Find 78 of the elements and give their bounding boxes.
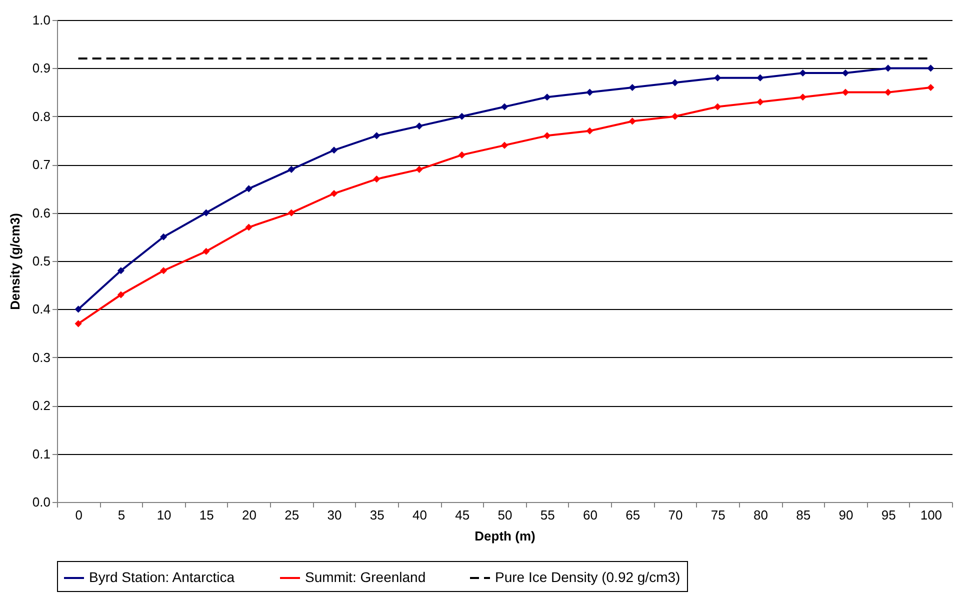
point [117, 291, 124, 298]
point [373, 132, 380, 140]
y-tick-label: 0.2 [32, 398, 50, 414]
point [586, 88, 594, 96]
y-tick-label: 0.0 [32, 494, 50, 510]
point [884, 88, 892, 96]
y-tick-label: 0.7 [32, 157, 50, 172]
point [245, 185, 252, 192]
x-tick-label: 40 [412, 508, 427, 522]
point [544, 132, 551, 140]
point [330, 146, 338, 154]
point [245, 224, 252, 231]
x-tick-label: 55 [540, 508, 555, 522]
point [373, 176, 380, 183]
y-tick-label: 0.9 [32, 60, 50, 76]
x-tick-label: 80 [753, 508, 768, 522]
x-tick-label: 100 [920, 508, 942, 522]
point [160, 233, 168, 240]
point [500, 142, 508, 149]
legend-label: Pure Ice Density (0.92 g/cm3) [495, 569, 680, 585]
point [202, 209, 210, 216]
point [500, 103, 508, 110]
point [288, 166, 295, 173]
x-tick-label: 85 [796, 508, 811, 522]
legend-label: Summit: Greenland [305, 569, 426, 585]
x-tick-label: 20 [242, 508, 257, 522]
x-tick-label: 10 [156, 508, 172, 522]
point [458, 112, 466, 120]
point [628, 84, 636, 92]
point [714, 103, 722, 110]
point [330, 190, 338, 198]
point [799, 69, 806, 77]
point [842, 88, 849, 96]
point [671, 79, 679, 86]
point [884, 64, 892, 72]
x-tick-label: 15 [199, 508, 214, 522]
x-tick-label: 60 [583, 508, 598, 522]
point [671, 112, 679, 120]
x-tick-label: 25 [284, 508, 300, 522]
point [288, 209, 295, 216]
point [458, 151, 466, 158]
y-tick-label: 0.8 [32, 108, 50, 124]
y-tick-label: 1.0 [32, 12, 50, 28]
x-tick-label: 30 [327, 508, 342, 522]
point [628, 118, 636, 125]
x-tick-label: 35 [370, 508, 384, 522]
point [74, 306, 82, 313]
x-tick-label: 50 [498, 508, 512, 522]
point [202, 248, 210, 255]
point [927, 84, 934, 92]
x-tick-label: 70 [668, 508, 683, 522]
point [74, 320, 82, 328]
y-tick-label: 0.1 [32, 446, 50, 462]
x-tick-label: 90 [838, 508, 854, 522]
legend-label: Byrd Station: Antarctica [89, 569, 235, 585]
y-tick-label: 0.6 [32, 205, 50, 220]
point [586, 127, 594, 134]
x-tick-label: 65 [626, 508, 640, 522]
point [756, 98, 764, 106]
x-tick-label: 5 [118, 508, 126, 522]
point [714, 74, 722, 82]
point [927, 64, 934, 72]
x-axis-title: Depth (m) [474, 528, 536, 544]
x-tick-label: 45 [455, 508, 470, 522]
y-tick-label: 0.3 [32, 350, 50, 365]
x-tick-label: 0 [75, 508, 82, 522]
y-tick-label: 0.5 [32, 254, 50, 268]
point [160, 267, 168, 274]
point [416, 122, 423, 130]
y-axis-title: Density (g/cm3) [7, 213, 22, 310]
point [544, 94, 551, 101]
point [117, 267, 124, 274]
point [756, 74, 764, 82]
y-tick-label: 0.4 [32, 302, 50, 317]
x-tick-label: 95 [881, 508, 896, 522]
x-tick-label: 75 [710, 508, 726, 522]
point [799, 94, 806, 101]
point [416, 166, 423, 173]
